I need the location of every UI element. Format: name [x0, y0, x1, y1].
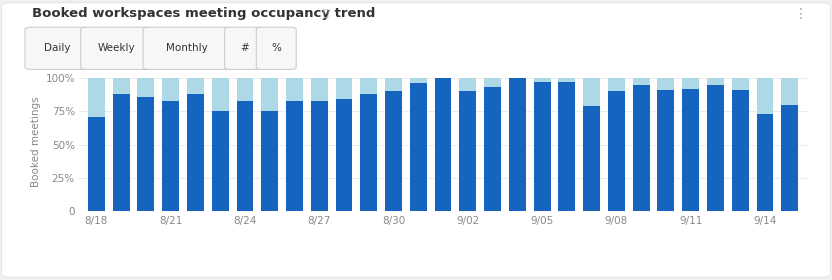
Bar: [484, 78, 501, 87]
Bar: [385, 78, 402, 91]
Bar: [286, 101, 303, 211]
Bar: [583, 106, 600, 211]
Text: Daily: Daily: [44, 43, 71, 53]
Bar: [212, 78, 229, 111]
Bar: [756, 78, 774, 114]
Bar: [781, 105, 798, 211]
Bar: [608, 78, 625, 91]
Bar: [335, 78, 353, 99]
Bar: [484, 87, 501, 211]
Bar: [261, 78, 278, 111]
Bar: [583, 78, 600, 106]
Bar: [236, 78, 254, 101]
Bar: [261, 111, 278, 211]
Bar: [311, 78, 328, 101]
Bar: [707, 85, 724, 211]
Bar: [533, 78, 551, 82]
Bar: [459, 78, 476, 91]
Text: Monthly: Monthly: [166, 43, 208, 53]
Bar: [385, 91, 402, 211]
Text: Booked workspaces meeting occupancy trend: Booked workspaces meeting occupancy tren…: [32, 7, 375, 20]
Bar: [657, 78, 674, 90]
Bar: [137, 97, 154, 211]
Bar: [781, 78, 798, 105]
Bar: [533, 82, 551, 211]
Text: Weekly: Weekly: [97, 43, 136, 53]
Bar: [608, 91, 625, 211]
Bar: [112, 94, 130, 211]
Bar: [410, 78, 427, 83]
Bar: [682, 89, 699, 211]
Bar: [187, 78, 204, 94]
Bar: [311, 101, 328, 211]
Bar: [756, 114, 774, 211]
Bar: [632, 78, 650, 85]
Bar: [410, 83, 427, 211]
Bar: [509, 78, 526, 211]
Bar: [335, 99, 353, 211]
Text: %: %: [271, 43, 281, 53]
Bar: [187, 94, 204, 211]
Bar: [112, 78, 130, 94]
Bar: [360, 78, 377, 94]
Bar: [162, 101, 179, 211]
Bar: [459, 91, 476, 211]
Bar: [162, 78, 179, 101]
Text: #: #: [240, 43, 249, 53]
Bar: [137, 78, 154, 97]
Bar: [682, 78, 699, 89]
Bar: [732, 78, 749, 90]
Bar: [558, 82, 575, 211]
Bar: [212, 111, 229, 211]
Bar: [88, 117, 105, 211]
Bar: [360, 94, 377, 211]
Bar: [558, 78, 575, 82]
Y-axis label: Booked meetings: Booked meetings: [32, 96, 42, 187]
Text: ⓘ: ⓘ: [323, 7, 329, 17]
Bar: [732, 90, 749, 211]
Bar: [88, 78, 105, 117]
Bar: [632, 85, 650, 211]
Bar: [236, 101, 254, 211]
Bar: [286, 78, 303, 101]
Bar: [707, 78, 724, 85]
Text: ⋮: ⋮: [794, 7, 808, 21]
Bar: [434, 78, 452, 211]
Bar: [657, 90, 674, 211]
